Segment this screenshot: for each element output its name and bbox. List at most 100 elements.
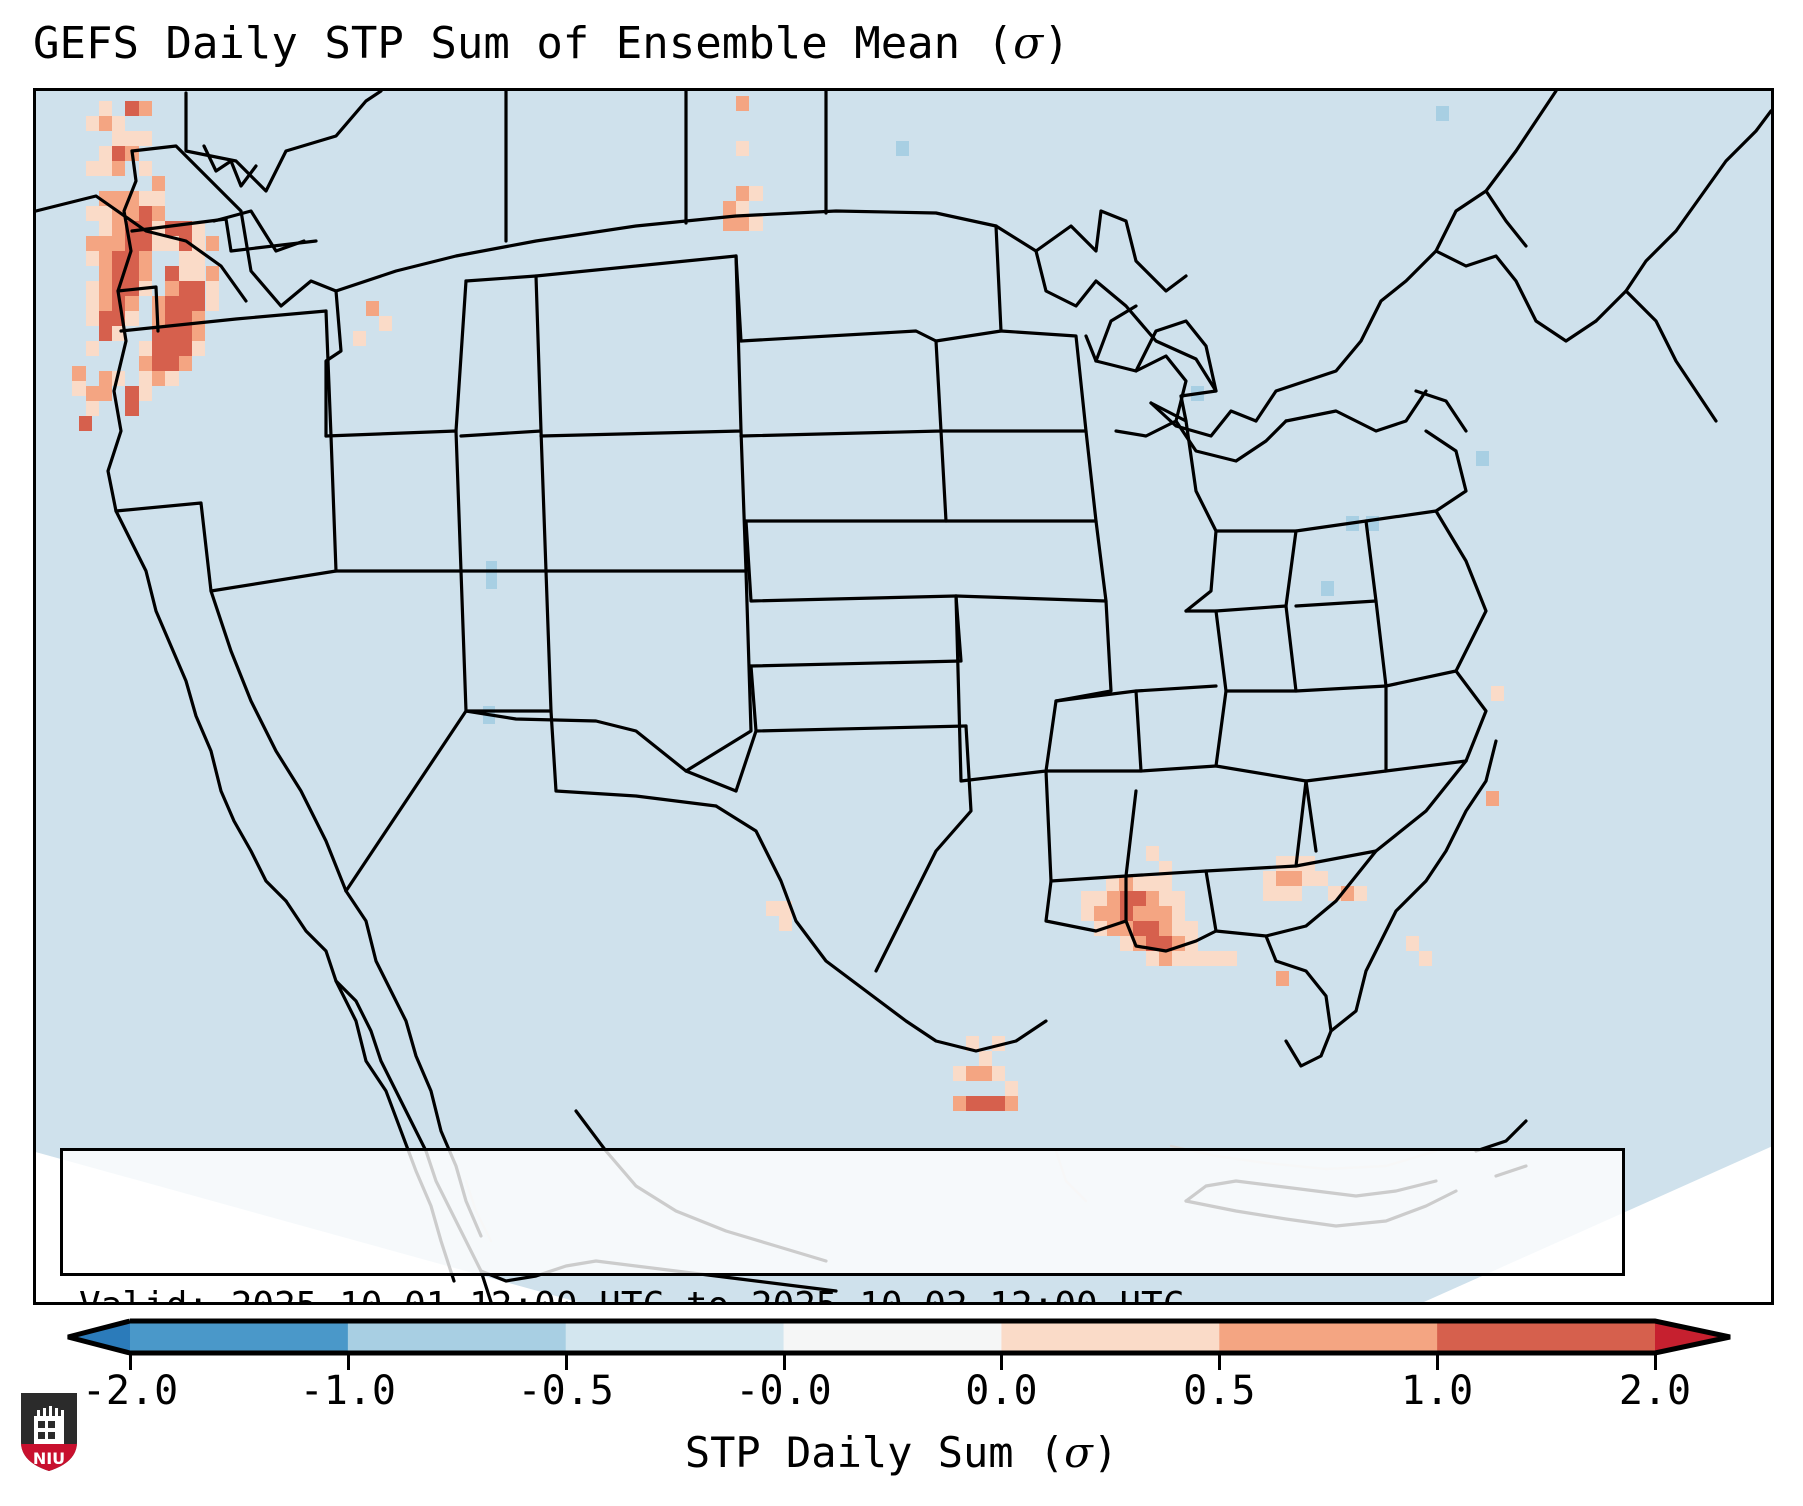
colorbar-over-arrow: [1655, 1321, 1730, 1353]
heatmap-cell: [1211, 951, 1224, 966]
heatmap-cell: [99, 206, 112, 221]
colorbar-ticks: [0, 1353, 1803, 1373]
heatmap-cell: [99, 266, 112, 281]
heatmap-cell: [1491, 686, 1504, 701]
heatmap-cell: [1436, 106, 1449, 121]
colorbar-band: [1219, 1321, 1438, 1353]
heatmap-cell: [99, 116, 112, 131]
heatmap-cell: [112, 146, 125, 161]
heatmap-cell: [112, 221, 125, 236]
title-text-suffix: ): [1043, 18, 1070, 69]
heatmap-cell: [139, 206, 152, 221]
colorbar-label-prefix: STP Daily Sum (: [684, 1428, 1065, 1477]
heatmap-cell: [192, 326, 205, 341]
colorbar-tick-label: 2.0: [1618, 1368, 1692, 1414]
heatmap-cell: [125, 311, 139, 326]
heatmap-cell: [979, 1096, 992, 1111]
map-panel[interactable]: Valid: 2025-10-01 12:00 UTC to 2025-10-0…: [33, 88, 1774, 1305]
heatmap-cell: [953, 1096, 966, 1111]
colorbar-tick: [782, 1353, 786, 1370]
colorbar-tick: [1218, 1353, 1222, 1370]
colorbar-under-arrow: [68, 1321, 130, 1353]
colorbar-tick-label: 0.5: [1183, 1368, 1256, 1414]
heatmap-cell: [72, 381, 86, 396]
heatmap-cell: [779, 916, 792, 931]
heatmap-cell: [179, 266, 192, 281]
heatmap-cell: [1159, 921, 1172, 936]
heatmap-cell: [139, 191, 152, 206]
heatmap-cell: [125, 401, 139, 416]
heatmap-cell: [1315, 871, 1328, 886]
heatmap-cell: [1146, 891, 1159, 906]
heatmap-cell: [723, 201, 736, 216]
heatmap-cell: [125, 266, 139, 281]
sigma-symbol: σ: [1013, 18, 1044, 69]
heatmap-cell: [1146, 921, 1159, 936]
heatmap-cell: [112, 236, 125, 251]
heatmap-cell: [125, 386, 139, 401]
colorbar[interactable]: [0, 1313, 1803, 1370]
colorbar-tick: [564, 1353, 568, 1370]
heatmap-cell: [966, 1096, 979, 1111]
colorbar-tick-labels: -2.0 -1.0 -0.5 -0.0 0.0 0.5 1.0 2.0: [0, 1368, 1803, 1420]
heatmap-cell: [1005, 1096, 1018, 1111]
heatmap-cell: [86, 236, 99, 251]
heatmap-cell: [1146, 906, 1159, 921]
heatmap-cell: [736, 141, 749, 156]
heatmap-cell: [1107, 906, 1120, 921]
heatmap-cell: [192, 296, 205, 311]
heatmap-cell: [86, 401, 99, 416]
heatmap-cell: [79, 416, 92, 431]
heatmap-cell: [1005, 1081, 1018, 1096]
heatmap-cell: [112, 116, 125, 131]
heatmap-cell: [366, 301, 379, 316]
heatmap-cell: [139, 341, 152, 356]
heatmap-cell: [125, 101, 139, 116]
heatmap-cell: [486, 561, 497, 589]
heatmap-cell: [179, 311, 192, 326]
heatmap-cell: [99, 251, 112, 266]
heatmap-cell: [206, 236, 219, 251]
heatmap-cell: [179, 251, 192, 266]
colorbar-tick: [346, 1353, 350, 1370]
heatmap-cell: [1133, 906, 1146, 921]
heatmap-cell: [1276, 871, 1289, 886]
colorbar-tick: [1654, 1353, 1657, 1370]
heatmap-cell: [139, 371, 152, 386]
heatmap-cell: [152, 326, 165, 341]
heatmap-cell: [99, 236, 112, 251]
colorbar-band: [347, 1321, 567, 1353]
heatmap-cell: [192, 221, 205, 236]
heatmap-cell: [179, 296, 192, 311]
colorbar-tick-label: -0.0: [735, 1368, 832, 1414]
heatmap-cell: [1321, 581, 1334, 596]
colorbar-tick-label: -0.5: [517, 1368, 614, 1414]
heatmap-cell: [139, 131, 152, 146]
heatmap-cell: [192, 341, 205, 356]
colorbar-tick-label: -1.0: [299, 1368, 397, 1414]
heatmap-cell: [736, 216, 749, 231]
heatmap-cell: [99, 296, 112, 311]
heatmap-cell: [72, 366, 86, 381]
heatmap-cell: [736, 186, 749, 201]
heatmap-cell: [112, 191, 125, 206]
heatmap-cell: [1263, 871, 1276, 886]
colorbar-tick-label: 1.0: [1401, 1368, 1474, 1414]
heatmap-cell: [353, 331, 366, 346]
heatmap-cell: [736, 201, 749, 216]
colorbar-tick-label: -2.0: [81, 1368, 179, 1414]
heatmap-cell: [165, 266, 179, 281]
heatmap-cell: [139, 386, 152, 401]
heatmap-cell: [1081, 891, 1094, 906]
colorbar-label-suffix: ): [1092, 1428, 1119, 1477]
heatmap-cell: [165, 281, 179, 296]
colorbar-band: [130, 1321, 349, 1353]
heatmap-cell: [1354, 886, 1367, 901]
heatmap-cell: [86, 206, 99, 221]
colorbar-gradient: [67, 1318, 1731, 1356]
heatmap-cell: [1302, 871, 1315, 886]
heatmap-cell: [139, 236, 152, 251]
heatmap-cell: [192, 251, 205, 266]
heatmap-cell: [99, 311, 112, 326]
heatmap-cell: [86, 296, 99, 311]
